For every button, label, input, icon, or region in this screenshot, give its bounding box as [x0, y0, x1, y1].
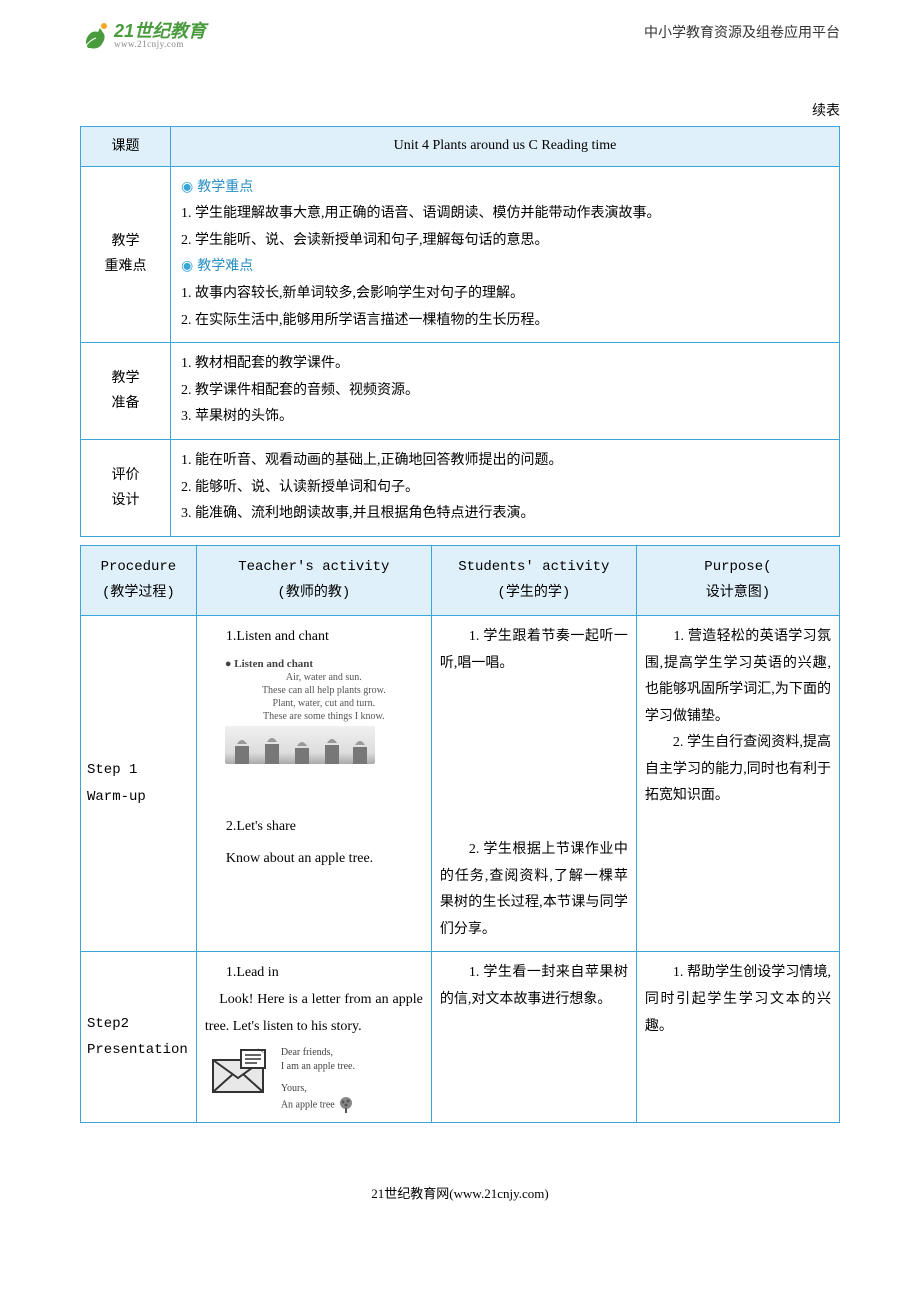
lesson-info-table: 课题 Unit 4 Plants around us C Reading tim…: [80, 126, 840, 537]
text-line: 2. 学生根据上节课作业中的任务,查阅资料,了解一棵苹果树的生长过程,本节课与同…: [440, 837, 628, 943]
text-line: 1. 学生看一封来自苹果树的信,对文本故事进行想象。: [440, 960, 628, 1013]
cell-step2-student: 1. 学生看一封来自苹果树的信,对文本故事进行想象。: [431, 952, 636, 1123]
cell-label-eval: 评价 设计: [81, 439, 171, 536]
cell-step2-teacher: 1.Lead in Look! Here is a letter from an…: [196, 952, 431, 1123]
procedure-table: Procedure(教学过程) Teacher's activity(教师的教)…: [80, 545, 840, 1124]
page-header: 21世纪教育 www.21cnjy.com 中小学教育资源及组卷应用平台: [80, 20, 840, 50]
cell-label-topic: 课题: [81, 127, 171, 167]
text-line: 1. 学生能理解故事大意,用正确的语音、语调朗读、模仿并能带动作表演故事。: [181, 201, 829, 228]
cell-step2-label: Step2 Presentation: [81, 952, 197, 1123]
col-header-purpose: Purpose(设计意图): [636, 545, 839, 615]
table-row: 教学 重难点 ◉ 教学重点 1. 学生能理解故事大意,用正确的语音、语调朗读、模仿…: [81, 166, 840, 343]
continue-label: 续表: [80, 100, 840, 120]
text-line: Know about an apple tree.: [205, 846, 423, 873]
table-row: Step2 Presentation 1.Lead in Look! Here …: [81, 952, 840, 1123]
bullet-icon: ◉: [181, 180, 193, 195]
text-line: 1. 教材相配套的教学课件。: [181, 351, 829, 378]
logo-icon: [80, 20, 110, 50]
bullet-icon: ◉: [181, 259, 193, 274]
header-title: 中小学教育资源及组卷应用平台: [644, 22, 840, 42]
text-line: Look! Here is a letter from an apple tre…: [205, 987, 423, 1040]
chant-graphic: ● Listen and chant Air, water and sun. T…: [225, 657, 423, 764]
text-line: 1. 学生跟着节奏一起听一听,唱一唱。: [440, 624, 628, 677]
col-header-student: Students' activity(学生的学): [431, 545, 636, 615]
logo-text-url: www.21cnjy.com: [114, 40, 206, 49]
chant-illustration: [225, 726, 375, 764]
table-header-row: Procedure(教学过程) Teacher's activity(教师的教)…: [81, 545, 840, 615]
text-line: 2. 能够听、说、认读新授单词和句子。: [181, 475, 829, 502]
envelope-icon: [211, 1046, 273, 1094]
cell-label-keypoints: 教学 重难点: [81, 166, 171, 343]
cell-step1-teacher: 1.Listen and chant ● Listen and chant Ai…: [196, 615, 431, 952]
text-line: 1.Lead in: [205, 960, 423, 987]
text-line: 1.Listen and chant: [205, 624, 423, 651]
heading-difficulty: 教学难点: [197, 259, 253, 274]
cell-topic-value: Unit 4 Plants around us C Reading time: [171, 127, 840, 167]
table-row: 评价 设计 1. 能在听音、观看动画的基础上,正确地回答教师提出的问题。 2. …: [81, 439, 840, 536]
text-line: 1. 能在听音、观看动画的基础上,正确地回答教师提出的问题。: [181, 448, 829, 475]
text-line: 2. 在实际生活中,能够用所学语言描述一棵植物的生长历程。: [181, 308, 829, 335]
col-header-teacher: Teacher's activity(教师的教): [196, 545, 431, 615]
tree-icon: [337, 1096, 355, 1114]
cell-step1-student: 1. 学生跟着节奏一起听一听,唱一唱。 2. 学生根据上节课作业中的任务,查阅资…: [431, 615, 636, 952]
cell-step1-purpose: 1. 营造轻松的英语学习氛围,提高学生学习英语的兴趣,也能够巩固所学词汇,为下面…: [636, 615, 839, 952]
cell-label-prep: 教学 准备: [81, 343, 171, 440]
heading-keypoint: 教学重点: [197, 180, 253, 195]
logo-text-cn: 21世纪教育: [114, 22, 206, 40]
cell-step2-purpose: 1. 帮助学生创设学习情境,同时引起学生学习文本的兴趣。: [636, 952, 839, 1123]
text-line: 1. 帮助学生创设学习情境,同时引起学生学习文本的兴趣。: [645, 960, 831, 1040]
cell-eval: 1. 能在听音、观看动画的基础上,正确地回答教师提出的问题。 2. 能够听、说、…: [171, 439, 840, 536]
text-line: 2.Let's share: [205, 814, 423, 841]
text-line: 3. 苹果树的头饰。: [181, 404, 829, 431]
text-line: 2. 学生能听、说、会读新授单词和句子,理解每句话的意思。: [181, 228, 829, 255]
table-row: Step 1 Warm-up 1.Listen and chant ● List…: [81, 615, 840, 952]
table-row: 课题 Unit 4 Plants around us C Reading tim…: [81, 127, 840, 167]
col-header-procedure: Procedure(教学过程): [81, 545, 197, 615]
letter-graphic: Dear friends, I am an apple tree. Yours,…: [211, 1046, 423, 1114]
text-line: 3. 能准确、流利地朗读故事,并且根据角色特点进行表演。: [181, 501, 829, 528]
table-row: 教学 准备 1. 教材相配套的教学课件。 2. 教学课件相配套的音频、视频资源。…: [81, 343, 840, 440]
logo: 21世纪教育 www.21cnjy.com: [80, 20, 206, 50]
cell-step1-label: Step 1 Warm-up: [81, 615, 197, 952]
text-line: 1. 故事内容较长,新单词较多,会影响学生对句子的理解。: [181, 281, 829, 308]
cell-prep: 1. 教材相配套的教学课件。 2. 教学课件相配套的音频、视频资源。 3. 苹果…: [171, 343, 840, 440]
text-line: 2. 教学课件相配套的音频、视频资源。: [181, 378, 829, 405]
cell-keypoints: ◉ 教学重点 1. 学生能理解故事大意,用正确的语音、语调朗读、模仿并能带动作表演…: [171, 166, 840, 343]
text-line: 1. 营造轻松的英语学习氛围,提高学生学习英语的兴趣,也能够巩固所学词汇,为下面…: [645, 624, 831, 730]
text-line: 2. 学生自行查阅资料,提高自主学习的能力,同时也有利于拓宽知识面。: [645, 730, 831, 810]
page-footer: 21世纪教育网(www.21cnjy.com): [80, 1183, 840, 1202]
